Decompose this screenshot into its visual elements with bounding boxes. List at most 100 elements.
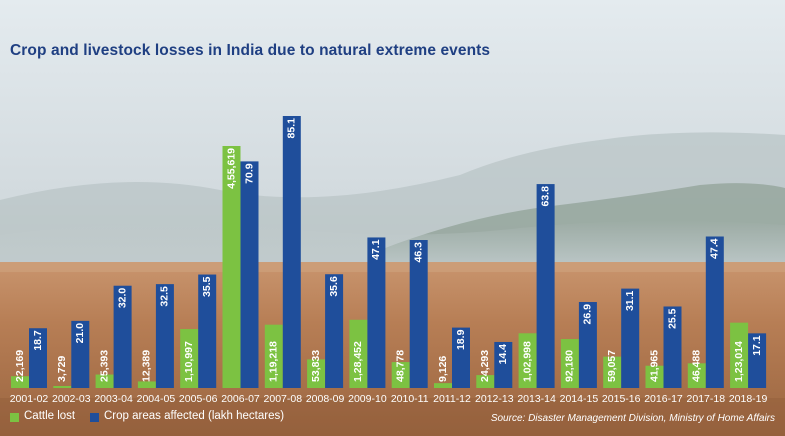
legend-swatch-crop bbox=[90, 413, 99, 422]
source-note: Source: Disaster Management Division, Mi… bbox=[490, 413, 775, 424]
bar-crop-2005-06 bbox=[198, 274, 217, 388]
label-crop-2006-07: 70.9 bbox=[243, 163, 255, 184]
label-cattle-2008-09: 53,833 bbox=[310, 350, 322, 382]
label-cattle-2009-10: 1,28,452 bbox=[352, 341, 364, 382]
tick-label-2009-10: 2009-10 bbox=[348, 393, 387, 405]
bar-cattle-2003-04 bbox=[95, 374, 114, 388]
tick-label-2008-09: 2008-09 bbox=[306, 393, 345, 405]
label-crop-2015-16: 31.1 bbox=[624, 290, 636, 311]
label-crop-2013-14: 63.8 bbox=[539, 186, 551, 207]
bar-cattle-2007-08 bbox=[264, 324, 283, 388]
label-cattle-2010-11: 48,778 bbox=[394, 350, 406, 382]
tick-label-2001-02: 2001-02 bbox=[10, 393, 49, 405]
cattle-bars bbox=[11, 146, 749, 388]
bar-crop-2007-08 bbox=[282, 116, 301, 388]
value-labels: 22,169 18.7 3,729 21.0 25,393 32.0 12,389 32.5 1… bbox=[14, 118, 763, 382]
label-crop-2018-19: 17.1 bbox=[751, 335, 763, 356]
label-crop-2007-08: 85.1 bbox=[286, 118, 298, 139]
tick-label-2005-06: 2005-06 bbox=[179, 393, 218, 405]
tick-label-2006-07: 2006-07 bbox=[221, 393, 260, 405]
bar-cattle-2010-11 bbox=[391, 362, 410, 388]
label-crop-2008-09: 35.6 bbox=[328, 276, 340, 297]
label-cattle-2006-07: 4,55,619 bbox=[225, 148, 237, 189]
label-cattle-2002-03: 3,729 bbox=[56, 356, 68, 382]
bar-cattle-2005-06 bbox=[180, 329, 199, 388]
label-crop-2009-10: 47.1 bbox=[370, 239, 382, 260]
label-cattle-2012-13: 24,293 bbox=[479, 350, 491, 382]
bar-crop-2016-17 bbox=[663, 306, 682, 388]
bar-cattle-2006-07 bbox=[222, 146, 241, 388]
label-cattle-2017-18: 46,488 bbox=[691, 350, 703, 382]
bar-crop-2015-16 bbox=[621, 288, 640, 388]
bar-cattle-2014-15 bbox=[560, 339, 579, 388]
label-crop-2012-13: 14.4 bbox=[497, 344, 509, 365]
bar-crop-2017-18 bbox=[705, 236, 724, 388]
legend-swatch-cattle bbox=[10, 413, 19, 422]
bar-cattle-2015-16 bbox=[603, 356, 622, 388]
bar-crop-2014-15 bbox=[578, 302, 597, 388]
label-cattle-2014-15: 92,180 bbox=[564, 350, 576, 382]
label-cattle-2015-16: 59,057 bbox=[606, 350, 618, 382]
bar-cattle-2013-14 bbox=[518, 333, 537, 388]
bar-crop-2011-12 bbox=[452, 327, 470, 388]
label-cattle-2007-08: 1,19,218 bbox=[268, 341, 280, 382]
bar-cattle-2001-02 bbox=[11, 376, 29, 388]
label-cattle-2016-17: 41,965 bbox=[648, 350, 660, 382]
tick-label-2010-11: 2010-11 bbox=[391, 393, 429, 405]
crop-bars bbox=[29, 116, 767, 388]
tick-label-2015-16: 2015-16 bbox=[602, 393, 641, 405]
tick-label-2003-04: 2003-04 bbox=[94, 393, 133, 405]
tick-label-2017-18: 2017-18 bbox=[687, 393, 726, 405]
label-crop-2005-06: 35.5 bbox=[201, 276, 213, 297]
bar-crop-2010-11 bbox=[409, 240, 428, 388]
tick-label-2013-14: 2013-14 bbox=[517, 393, 556, 405]
tick-label-2018-19: 2018-19 bbox=[729, 393, 768, 405]
bar-cattle-2016-17 bbox=[645, 365, 664, 388]
label-cattle-2001-02: 22,169 bbox=[14, 350, 26, 382]
tick-label-2011-12: 2011-12 bbox=[433, 393, 471, 405]
chart-title: Crop and livestock losses in India due t… bbox=[10, 42, 491, 59]
bar-crop-2003-04 bbox=[113, 285, 132, 388]
bar-crop-2004-05 bbox=[155, 284, 174, 388]
label-crop-2011-12: 18.9 bbox=[455, 329, 467, 350]
bar-crop-2008-09 bbox=[325, 274, 344, 388]
legend-label-crop: Crop areas affected (lakh hectares) bbox=[104, 410, 285, 422]
label-cattle-2003-04: 25,393 bbox=[98, 350, 110, 382]
label-crop-2014-15: 26.9 bbox=[582, 304, 594, 325]
bar-crop-2009-10 bbox=[367, 237, 386, 388]
label-crop-2010-11: 46.3 bbox=[412, 242, 424, 263]
tick-label-2016-17: 2016-17 bbox=[644, 393, 683, 405]
bar-cattle-2012-13 bbox=[476, 375, 495, 388]
label-crop-2002-03: 21.0 bbox=[74, 323, 86, 344]
category-labels: 2001-02 2002-03 2003-04 2004-05 2005-06 2006-… bbox=[10, 393, 768, 405]
label-crop-2017-18: 47.4 bbox=[709, 238, 721, 259]
bar-cattle-2004-05 bbox=[137, 381, 156, 388]
bar-crop-2018-19 bbox=[748, 333, 767, 388]
bar-crop-2006-07 bbox=[240, 161, 259, 388]
label-cattle-2018-19: 1,23,014 bbox=[733, 341, 745, 382]
tick-label-2002-03: 2002-03 bbox=[52, 393, 91, 405]
label-cattle-2005-06: 1,10,997 bbox=[183, 341, 195, 382]
tick-label-2014-15: 2014-15 bbox=[560, 393, 599, 405]
bar-crop-2013-14 bbox=[536, 184, 555, 388]
bar-crop-2002-03 bbox=[71, 320, 90, 388]
bar-cattle-2009-10 bbox=[349, 319, 368, 388]
label-crop-2016-17: 25.5 bbox=[666, 308, 678, 329]
tick-label-2007-08: 2007-08 bbox=[264, 393, 303, 405]
bar-crop-2001-02 bbox=[29, 328, 47, 388]
label-cattle-2011-12: 9,126 bbox=[437, 356, 449, 382]
label-cattle-2013-14: 1,02,998 bbox=[521, 341, 533, 382]
tick-label-2004-05: 2004-05 bbox=[137, 393, 176, 405]
tick-label-2012-13: 2012-13 bbox=[475, 393, 514, 405]
bar-cattle-2008-09 bbox=[307, 359, 326, 388]
label-crop-2001-02: 18.7 bbox=[32, 330, 44, 351]
label-crop-2003-04: 32.0 bbox=[116, 288, 128, 309]
label-crop-2004-05: 32.5 bbox=[159, 286, 171, 307]
bar-cattle-2011-12 bbox=[434, 383, 452, 388]
label-cattle-2004-05: 12,389 bbox=[141, 350, 153, 382]
bar-cattle-2017-18 bbox=[687, 363, 706, 388]
legend-label-cattle: Cattle lost bbox=[24, 410, 76, 422]
bar-crop-2012-13 bbox=[494, 341, 513, 388]
bar-cattle-2002-03 bbox=[53, 386, 72, 388]
